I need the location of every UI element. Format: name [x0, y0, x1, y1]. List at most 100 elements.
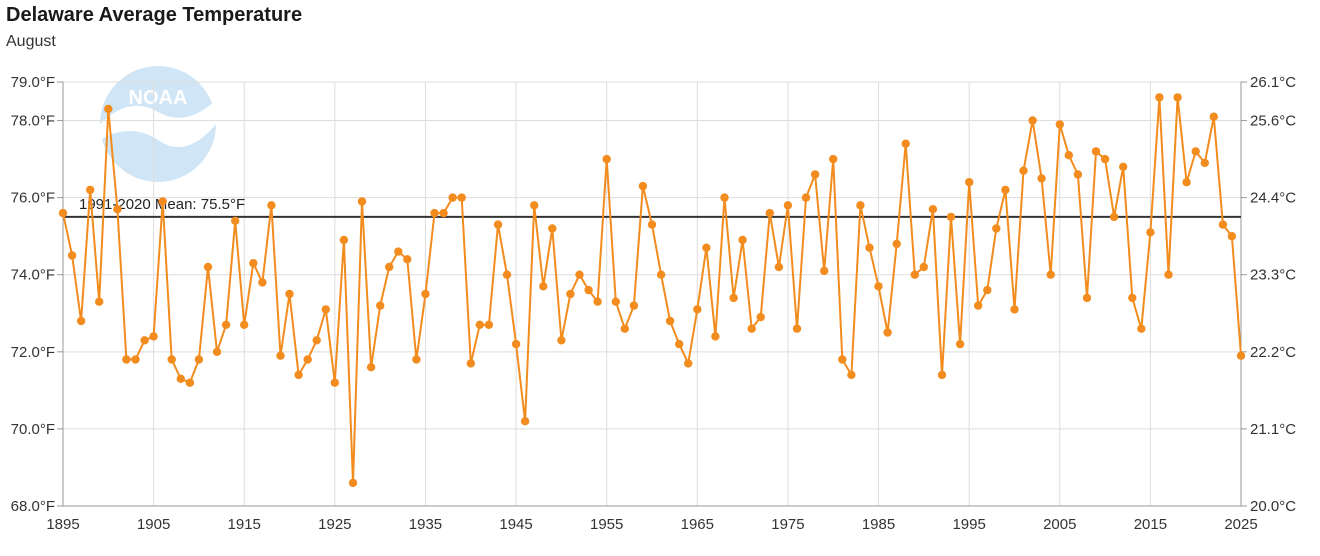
data-point[interactable] — [285, 289, 294, 299]
data-point[interactable] — [1119, 162, 1128, 171]
data-point[interactable] — [249, 259, 258, 268]
data-point[interactable] — [86, 185, 95, 195]
data-point[interactable] — [910, 270, 919, 279]
data-point[interactable] — [231, 216, 240, 225]
data-point[interactable] — [403, 255, 412, 264]
data-point[interactable] — [901, 139, 910, 148]
data-point[interactable] — [1100, 154, 1110, 164]
data-point[interactable] — [58, 208, 68, 218]
data-point[interactable] — [711, 332, 720, 341]
data-point[interactable] — [385, 262, 394, 272]
data-point[interactable] — [104, 104, 113, 114]
data-point[interactable] — [1173, 93, 1182, 102]
data-point[interactable] — [203, 262, 213, 272]
data-point[interactable] — [656, 270, 666, 279]
data-point[interactable] — [520, 417, 530, 426]
data-point[interactable] — [792, 324, 802, 333]
data-point[interactable] — [937, 370, 947, 380]
data-point[interactable] — [421, 289, 430, 299]
data-point[interactable] — [584, 285, 593, 295]
data-point[interactable] — [194, 355, 204, 364]
data-point[interactable] — [566, 289, 575, 299]
data-point[interactable] — [865, 243, 874, 252]
data-point[interactable] — [530, 201, 539, 210]
data-point[interactable] — [1055, 120, 1065, 129]
data-point[interactable] — [1227, 232, 1237, 241]
data-point[interactable] — [140, 336, 149, 345]
data-point[interactable] — [511, 339, 521, 349]
data-point[interactable] — [774, 262, 784, 272]
data-point[interactable] — [647, 220, 657, 229]
data-point[interactable] — [1064, 151, 1074, 160]
data-point[interactable] — [176, 374, 185, 383]
data-point[interactable] — [113, 205, 122, 214]
data-point[interactable] — [702, 243, 711, 252]
data-point[interactable] — [1073, 170, 1083, 179]
data-point[interactable] — [946, 212, 956, 222]
data-point[interactable] — [321, 305, 330, 314]
data-point[interactable] — [783, 201, 793, 210]
data-point[interactable] — [366, 363, 376, 372]
data-point[interactable] — [1109, 212, 1119, 222]
data-point[interactable] — [158, 197, 167, 206]
data-point[interactable] — [1146, 228, 1155, 237]
data-point[interactable] — [1209, 112, 1219, 121]
data-point[interactable] — [376, 301, 385, 310]
data-point[interactable] — [1082, 293, 1092, 303]
data-point[interactable] — [276, 351, 285, 360]
data-point[interactable] — [829, 154, 838, 164]
data-point[interactable] — [874, 282, 883, 291]
data-point[interactable] — [1191, 147, 1200, 156]
data-point[interactable] — [575, 270, 584, 279]
data-point[interactable] — [539, 282, 548, 291]
data-point[interactable] — [448, 193, 457, 202]
data-point[interactable] — [258, 278, 267, 287]
data-point[interactable] — [983, 285, 992, 295]
data-point[interactable] — [729, 293, 738, 303]
data-point[interactable] — [76, 316, 86, 326]
data-point[interactable] — [965, 178, 974, 187]
data-point[interactable] — [693, 305, 702, 314]
data-point[interactable] — [883, 328, 892, 337]
data-point[interactable] — [847, 370, 856, 380]
data-point[interactable] — [1218, 220, 1228, 229]
data-point[interactable] — [221, 320, 231, 329]
data-point[interactable] — [1091, 147, 1101, 156]
data-point[interactable] — [122, 355, 131, 364]
data-point[interactable] — [357, 197, 367, 206]
data-point[interactable] — [1037, 174, 1046, 183]
data-point[interactable] — [611, 297, 620, 306]
data-point[interactable] — [240, 320, 249, 329]
data-point[interactable] — [502, 270, 512, 279]
data-point[interactable] — [294, 370, 303, 380]
data-point[interactable] — [992, 224, 1001, 233]
data-point[interactable] — [212, 347, 222, 356]
data-point[interactable] — [747, 324, 756, 333]
data-point[interactable] — [1164, 270, 1173, 279]
data-point[interactable] — [149, 332, 158, 341]
data-point[interactable] — [801, 193, 811, 202]
data-point[interactable] — [1001, 185, 1010, 195]
data-point[interactable] — [1137, 324, 1146, 333]
data-point[interactable] — [1200, 158, 1210, 168]
data-point[interactable] — [493, 220, 503, 229]
data-point[interactable] — [430, 208, 439, 218]
data-point[interactable] — [330, 378, 339, 387]
data-point[interactable] — [1028, 116, 1037, 125]
data-point[interactable] — [684, 359, 693, 368]
data-point[interactable] — [1046, 270, 1055, 279]
data-point[interactable] — [765, 208, 774, 218]
data-point[interactable] — [1182, 178, 1191, 187]
data-point[interactable] — [185, 378, 195, 387]
data-point[interactable] — [1236, 351, 1246, 360]
data-point[interactable] — [919, 262, 928, 272]
data-point[interactable] — [810, 170, 820, 179]
data-point[interactable] — [756, 312, 765, 322]
data-point[interactable] — [928, 205, 938, 214]
data-point[interactable] — [593, 297, 602, 306]
data-point[interactable] — [820, 266, 829, 276]
data-point[interactable] — [675, 339, 684, 349]
data-point[interactable] — [856, 201, 865, 210]
data-point[interactable] — [303, 355, 312, 364]
data-point[interactable] — [348, 478, 358, 488]
